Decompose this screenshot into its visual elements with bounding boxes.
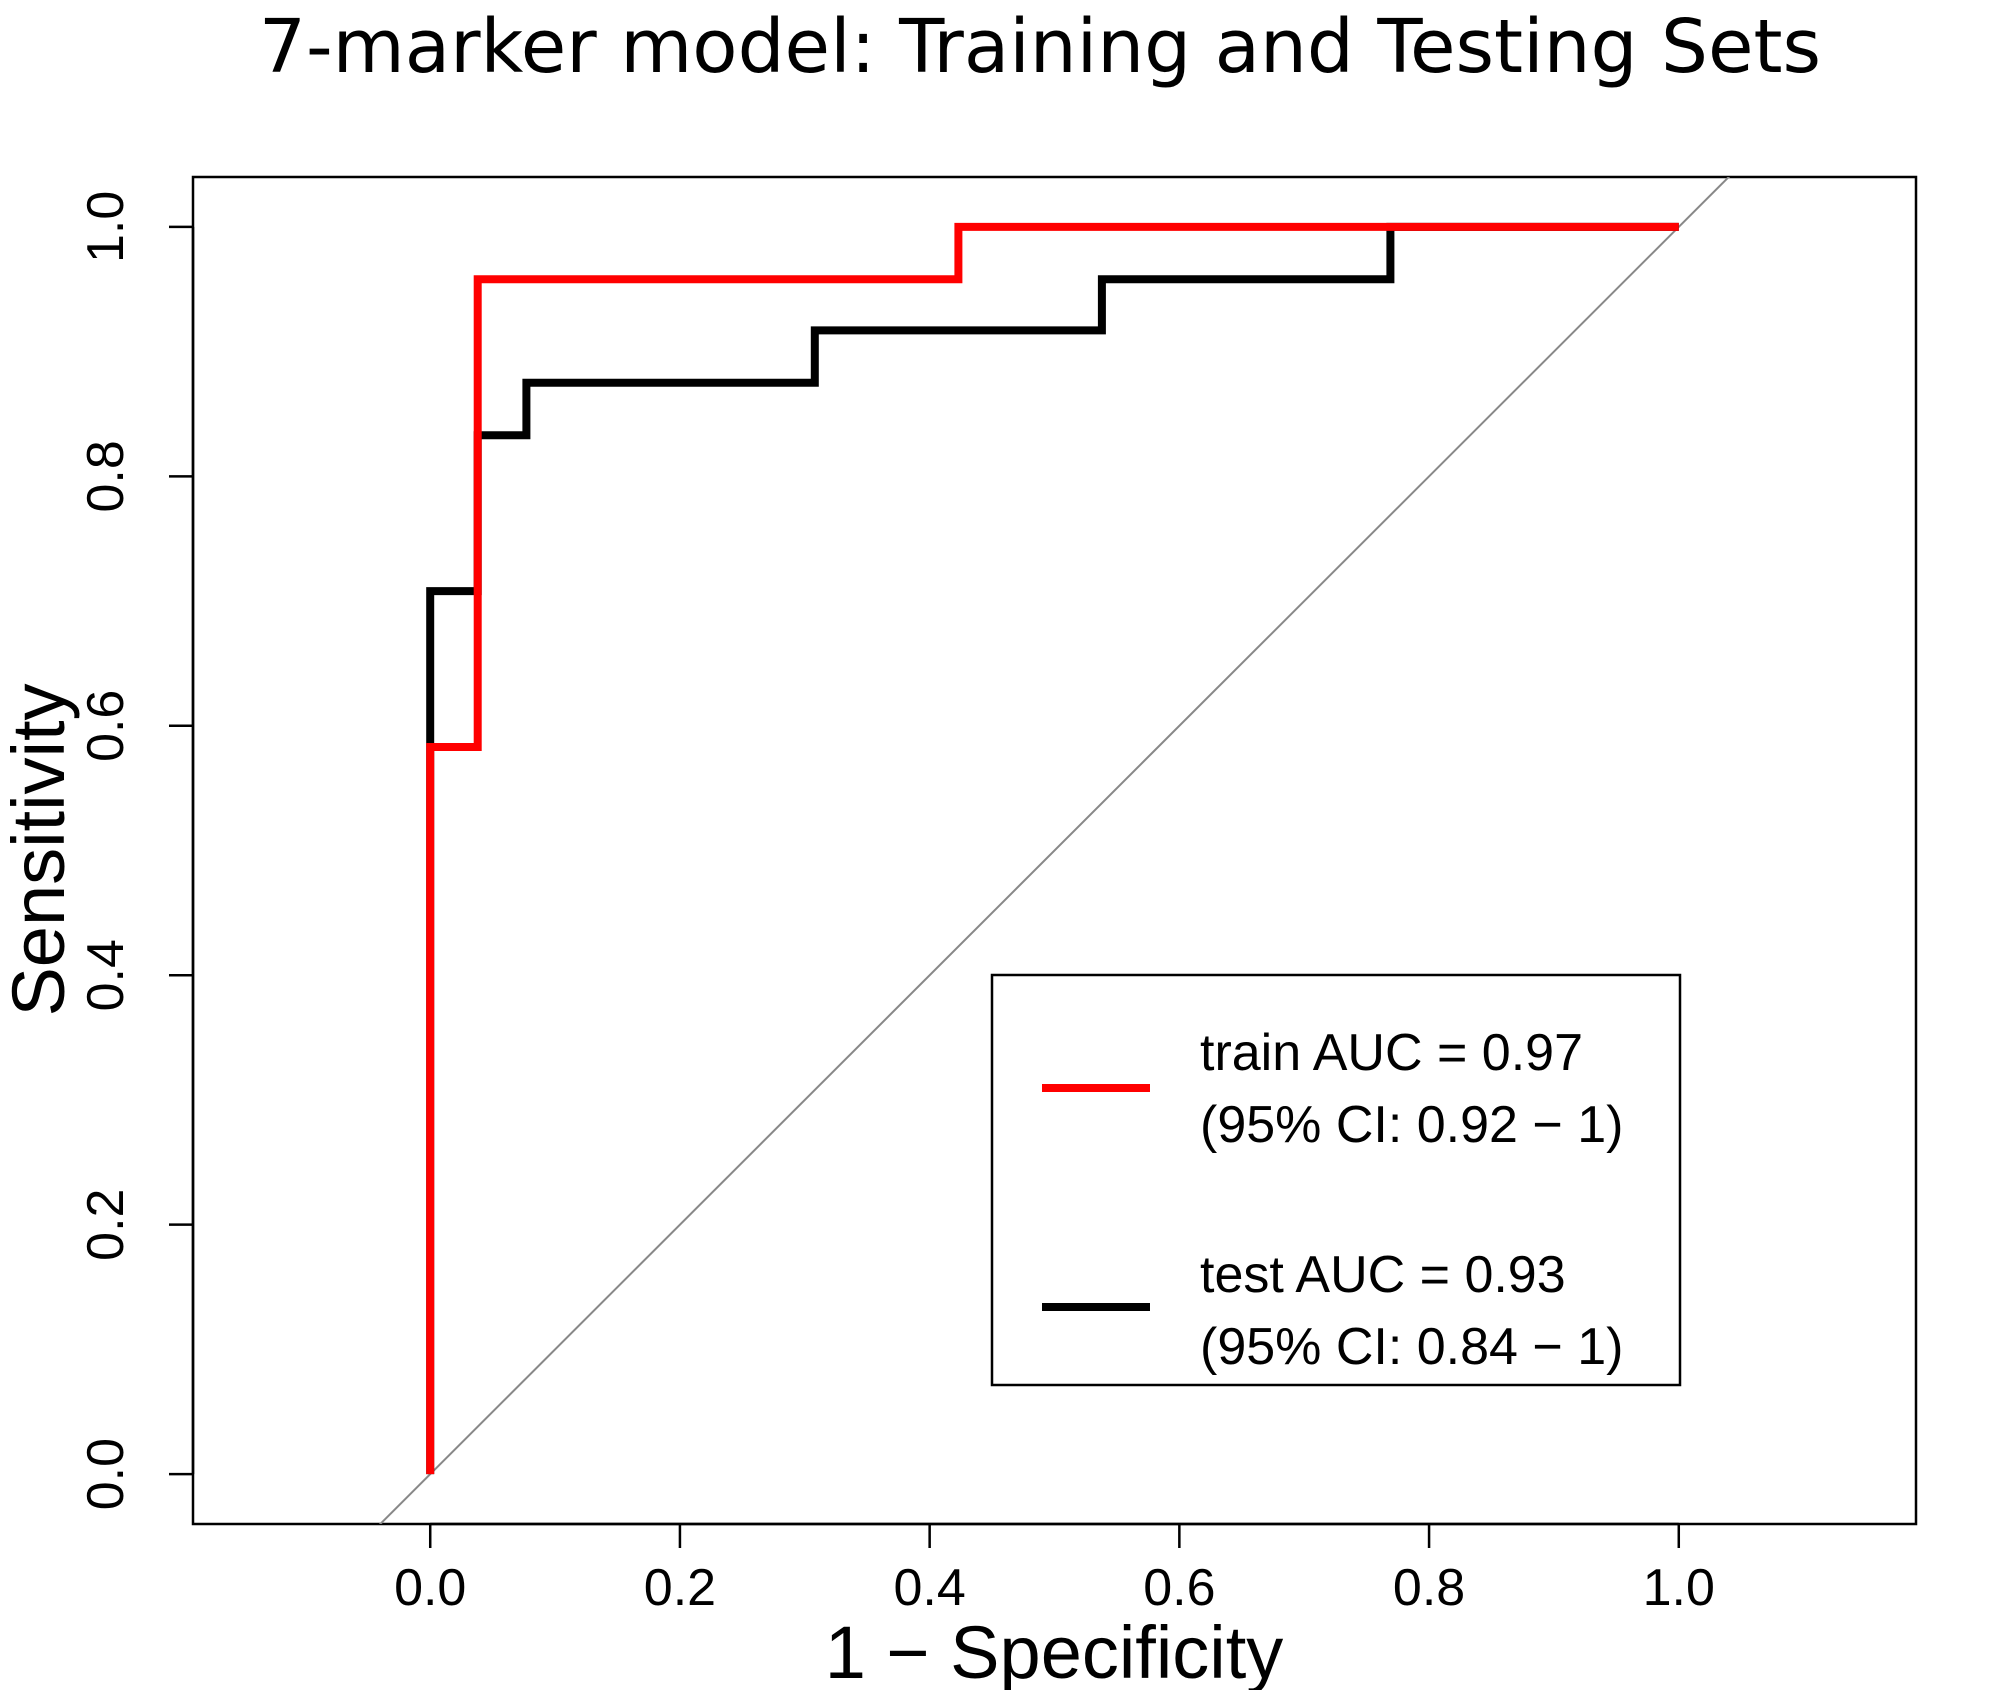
legend-label-test-line1: test AUC = 0.93 bbox=[1200, 1246, 1566, 1304]
legend-label-train-line2: (95% CI: 0.92 − 1) bbox=[1200, 1096, 1623, 1154]
y-tick-label: 0.0 bbox=[77, 1438, 135, 1510]
reference-diagonal bbox=[378, 177, 1731, 1524]
legend-box bbox=[990, 973, 1682, 1387]
y-tick-label: 0.6 bbox=[77, 690, 135, 762]
plot-layer bbox=[378, 177, 1731, 1524]
roc-curve-train bbox=[426, 222, 1679, 1475]
roc-curve-test bbox=[426, 222, 1679, 1475]
x-tick-label: 0.8 bbox=[1393, 1559, 1465, 1617]
y-tick-label: 0.8 bbox=[77, 440, 135, 512]
legend-label-test-line2: (95% CI: 0.84 − 1) bbox=[1200, 1318, 1623, 1376]
legend-label-train-line1: train AUC = 0.97 bbox=[1200, 1024, 1583, 1082]
y-tick-label: 0.4 bbox=[77, 939, 135, 1011]
x-tick-label: 0.6 bbox=[1143, 1559, 1215, 1617]
y-axis-label: Sensitivity bbox=[0, 683, 80, 1016]
chart-title: 7-marker model: Training and Testing Set… bbox=[259, 4, 1821, 90]
x-tick-label: 0.4 bbox=[893, 1559, 965, 1617]
x-tick-label: 0.2 bbox=[644, 1559, 716, 1617]
y-tick-label: 1.0 bbox=[77, 191, 135, 263]
x-axis-label: 1 − Specificity bbox=[825, 1611, 1284, 1690]
x-tick-label: 0.0 bbox=[394, 1559, 466, 1617]
legend: train AUC = 0.97 (95% CI: 0.92 − 1) test… bbox=[990, 973, 1682, 1387]
x-tick-label: 1.0 bbox=[1643, 1559, 1715, 1617]
y-tick-label: 0.2 bbox=[77, 1189, 135, 1261]
axes-layer: 0.0 0.2 0.4 0.6 0.8 1.0 0.0 0.2 0.4 0.6 0.8 1.0 bbox=[77, 191, 1715, 1617]
